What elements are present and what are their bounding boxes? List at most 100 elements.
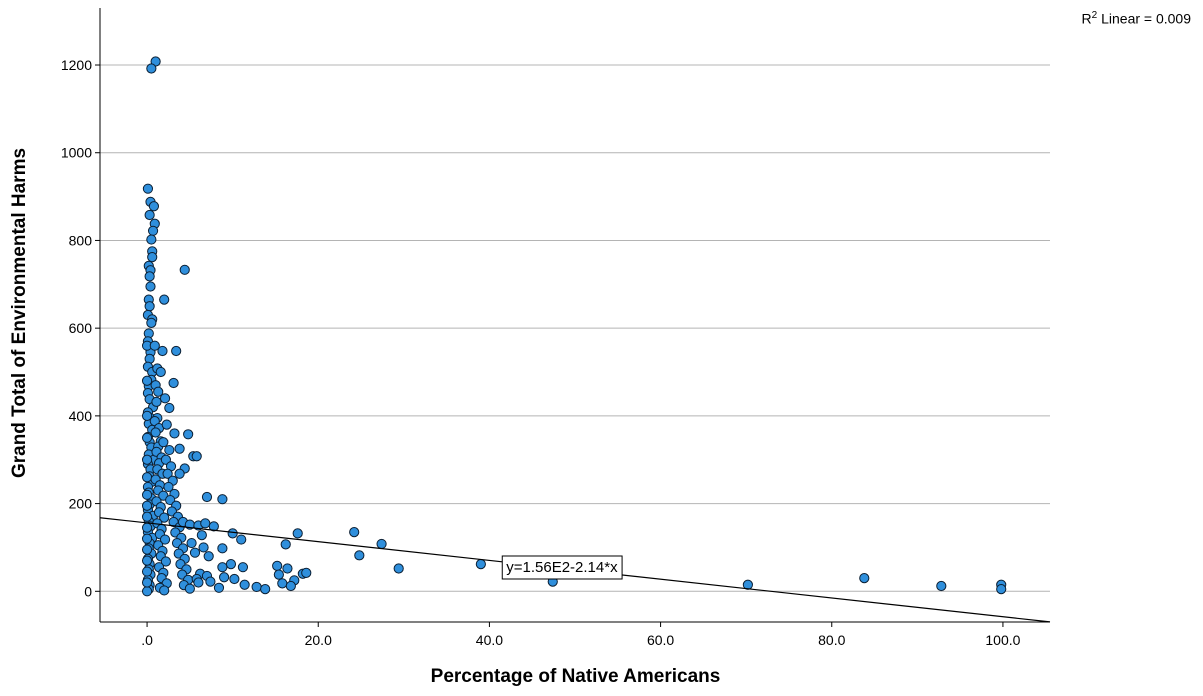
data-point xyxy=(141,533,153,544)
data-point xyxy=(193,577,204,588)
data-point xyxy=(157,345,168,357)
x-tick-label: .0 xyxy=(141,632,153,648)
data-point xyxy=(393,563,404,574)
data-point xyxy=(161,419,172,430)
data-point xyxy=(141,511,153,522)
r2-prefix: R xyxy=(1081,10,1092,27)
data-point xyxy=(164,402,175,414)
axis-ticks: 0 200 400 600 800 1000 1200 .0 20.0 40.0 60.0 80.0 1… xyxy=(61,57,1021,648)
y-tick-label: 1200 xyxy=(61,57,92,73)
data-point xyxy=(237,562,249,573)
data-point xyxy=(141,454,153,465)
data-point xyxy=(171,345,182,357)
data-point xyxy=(141,472,153,483)
fit-line-label-box: y=1.56E2-2.14*x xyxy=(501,555,623,580)
data-point xyxy=(208,521,219,532)
data-point xyxy=(141,577,153,588)
data-point xyxy=(144,301,155,312)
data-point xyxy=(354,550,365,561)
data-point xyxy=(149,340,160,351)
x-tick-label: 100.0 xyxy=(985,632,1020,648)
data-point xyxy=(996,584,1007,595)
data-point xyxy=(144,209,155,221)
y-tick-label: 400 xyxy=(69,408,93,424)
data-point xyxy=(141,544,153,555)
data-point xyxy=(475,559,486,570)
data-point xyxy=(162,468,173,479)
data-point xyxy=(174,468,185,479)
data-point xyxy=(183,429,194,440)
data-point xyxy=(198,542,209,553)
data-point xyxy=(141,586,153,597)
data-point xyxy=(285,580,296,592)
data-point xyxy=(159,585,170,596)
fit-line-label: y=1.56E2-2.14*x xyxy=(506,559,618,576)
data-point xyxy=(169,428,180,439)
data-point xyxy=(196,530,207,541)
data-point xyxy=(144,271,155,282)
data-point xyxy=(168,377,179,389)
data-point xyxy=(217,494,228,505)
data-point xyxy=(936,580,947,592)
y-tick-label: 800 xyxy=(69,232,93,248)
data-point xyxy=(179,264,190,275)
data-point xyxy=(141,410,153,421)
data-point xyxy=(184,583,195,594)
data-point xyxy=(260,584,271,595)
y-axis-label: Grand Total of Environmental Harms xyxy=(9,147,30,479)
x-axis-label: Percentage of Native Americans xyxy=(430,666,721,687)
data-points xyxy=(141,56,1007,597)
data-point xyxy=(145,281,156,292)
data-point xyxy=(205,576,216,587)
x-tick-label: 80.0 xyxy=(818,632,845,648)
data-point xyxy=(349,526,360,538)
data-point xyxy=(151,396,162,407)
r2-annotation: R2 Linear = 0.009 xyxy=(1082,10,1191,27)
data-point xyxy=(277,578,288,589)
data-point xyxy=(273,569,284,580)
data-point xyxy=(141,555,153,566)
data-point xyxy=(203,551,214,562)
data-point xyxy=(239,579,250,590)
data-point xyxy=(159,534,171,545)
data-point xyxy=(148,201,160,212)
data-point xyxy=(272,560,283,571)
data-point xyxy=(141,500,153,511)
data-point xyxy=(146,317,157,328)
data-point xyxy=(147,252,158,263)
x-axis-label-wrap: Percentage of Native Americans xyxy=(0,666,1203,688)
data-point xyxy=(213,582,225,593)
data-point xyxy=(189,547,201,558)
r2-superscript: 2 xyxy=(1091,10,1098,21)
data-point xyxy=(155,366,166,378)
y-tick-label: 200 xyxy=(69,496,93,512)
data-point xyxy=(201,491,213,503)
data-point xyxy=(160,454,172,465)
data-point xyxy=(163,481,174,493)
data-point xyxy=(146,234,157,245)
data-point xyxy=(227,528,238,539)
data-point xyxy=(301,567,312,578)
data-point xyxy=(159,512,170,523)
y-tick-label: 0 xyxy=(84,583,92,599)
data-point xyxy=(146,63,157,74)
data-point xyxy=(141,375,153,386)
x-tick-label: 40.0 xyxy=(476,632,503,648)
data-point xyxy=(141,566,153,577)
data-point xyxy=(158,437,169,448)
data-point xyxy=(282,563,293,574)
data-point xyxy=(859,573,870,584)
y-tick-label: 1000 xyxy=(61,145,92,161)
data-point xyxy=(141,489,153,500)
data-point xyxy=(217,543,228,554)
data-point xyxy=(236,534,247,545)
data-point xyxy=(218,572,230,583)
y-tick-label: 600 xyxy=(69,320,93,336)
data-point xyxy=(280,539,291,550)
data-point xyxy=(141,522,153,533)
x-tick-label: 60.0 xyxy=(647,632,674,648)
data-point xyxy=(142,183,154,194)
data-point xyxy=(160,556,172,567)
data-point xyxy=(217,562,228,573)
